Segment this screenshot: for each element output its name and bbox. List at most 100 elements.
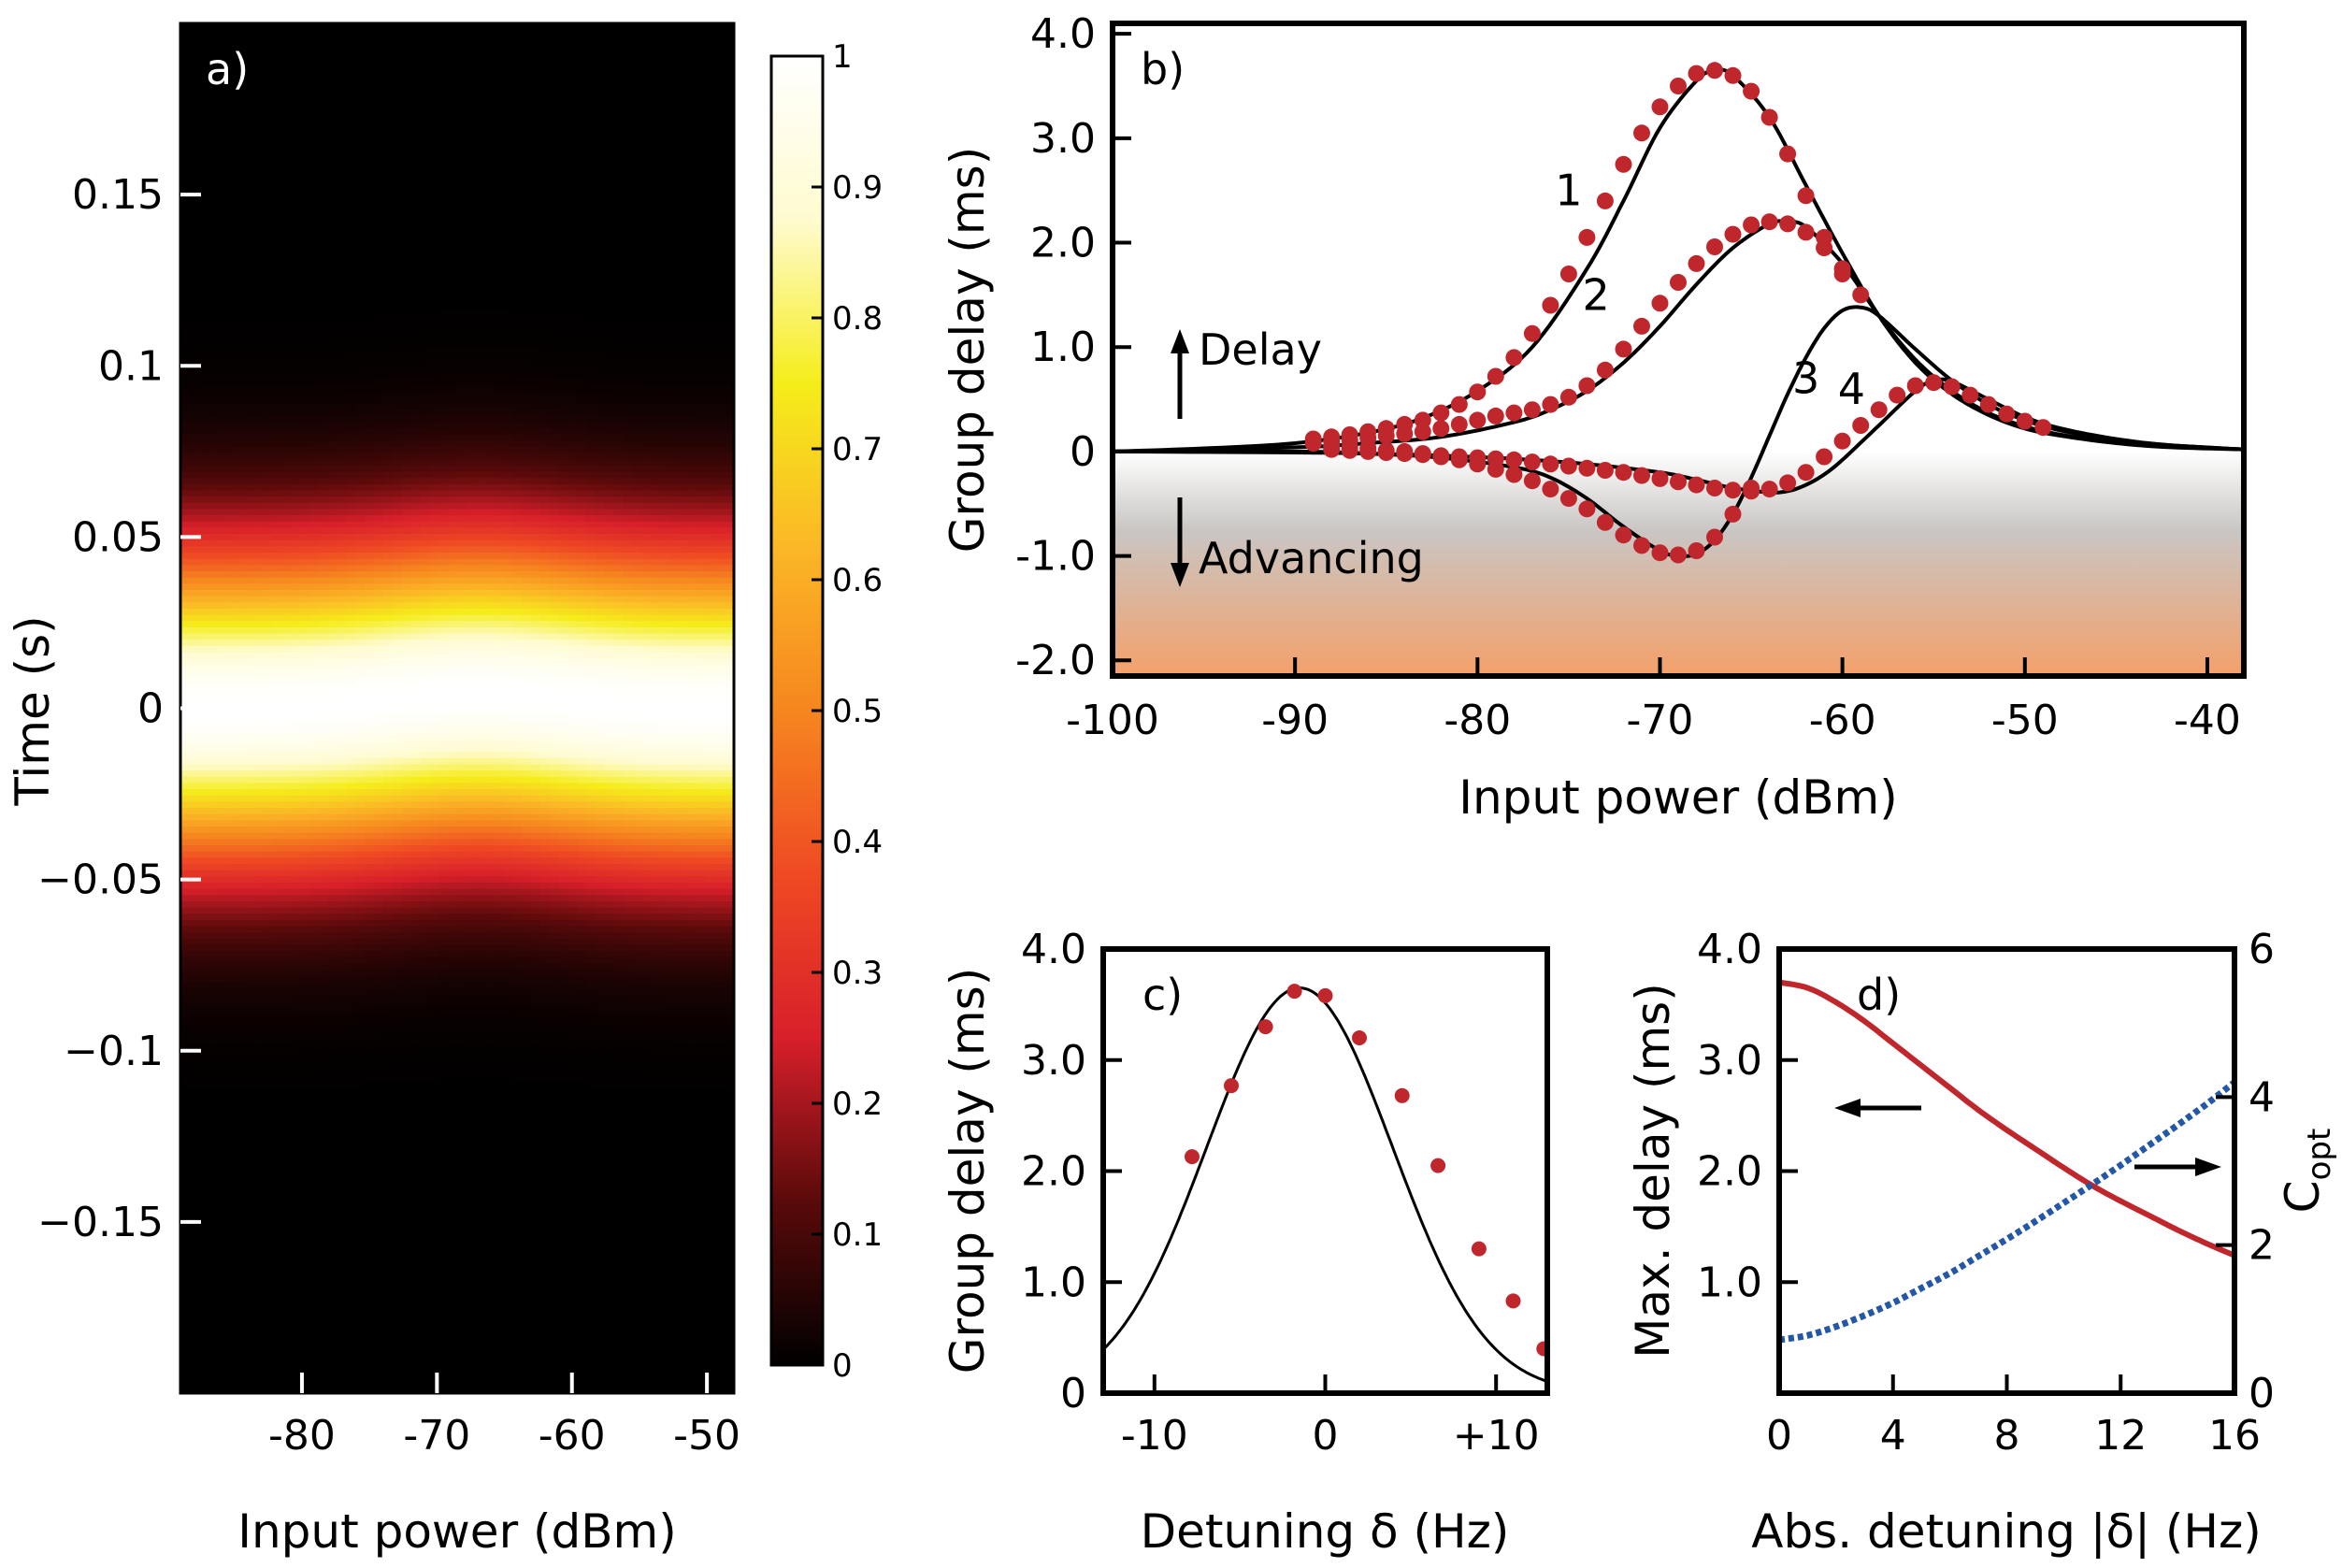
heatmap-cell	[263, 390, 274, 398]
heatmap-cell	[208, 764, 219, 771]
heatmap-cell	[309, 670, 320, 679]
heatmap-cell	[263, 359, 274, 367]
heatmap-cell	[355, 1349, 366, 1357]
heatmap-cell	[263, 645, 274, 654]
heatmap-cell	[217, 440, 228, 448]
heatmap-cell	[327, 478, 338, 485]
heatmap-cell	[253, 683, 265, 691]
heatmap-cell	[346, 1249, 357, 1258]
heatmap-cell	[355, 1274, 366, 1282]
heatmap-cell	[245, 427, 255, 436]
heatmap-cell	[272, 577, 283, 585]
heatmap-cell	[281, 1331, 293, 1338]
heatmap-cell	[217, 683, 228, 691]
heatmap-cell	[327, 845, 338, 853]
heatmap-cell	[226, 23, 237, 31]
heatmap-cell	[383, 589, 394, 597]
heatmap-cell	[236, 596, 246, 604]
heatmap-cell	[245, 1343, 255, 1351]
heatmap-cell	[346, 378, 357, 386]
heatmap-cell	[365, 596, 375, 604]
heatmap-cell	[208, 253, 219, 261]
heatmap-cell	[180, 827, 191, 834]
heatmap-cell	[236, 720, 246, 728]
heatmap-cell	[300, 390, 310, 398]
heatmap-cell	[346, 1387, 357, 1394]
heatmap-cell	[319, 116, 329, 124]
heatmap-cell	[180, 658, 191, 666]
heatmap-cell	[245, 714, 255, 722]
heatmap-cell	[253, 1225, 265, 1232]
heatmap-cell	[198, 459, 209, 467]
heatmap-cell	[253, 253, 265, 261]
heatmap-cell	[281, 247, 293, 255]
heatmap-cell	[337, 938, 348, 946]
heatmap-cell	[309, 913, 320, 921]
heatmap-cell	[272, 614, 283, 623]
heatmap-cell	[346, 73, 357, 80]
heatmap-cell	[346, 352, 357, 361]
heatmap-cell	[245, 478, 255, 485]
heatmap-cell	[180, 1082, 191, 1089]
heatmap-cell	[189, 36, 200, 43]
heatmap-cell	[383, 384, 394, 392]
heatmap-cell	[309, 553, 320, 560]
heatmap-cell	[281, 1069, 293, 1077]
heatmap-cell	[383, 521, 394, 529]
heatmap-cell	[272, 415, 283, 423]
heatmap-cell	[309, 857, 320, 865]
heatmap-cell	[291, 658, 302, 666]
heatmap-cell	[365, 608, 375, 616]
heatmap-cell	[300, 895, 310, 902]
heatmap-cell	[281, 900, 293, 909]
heatmap-cell	[291, 1019, 302, 1027]
heatmap-cell	[180, 409, 191, 417]
heatmap-cell	[319, 783, 329, 790]
heatmap-cell	[346, 241, 357, 249]
heatmap-cell	[253, 839, 265, 846]
heatmap-cell	[180, 48, 191, 56]
heatmap-cell	[291, 291, 302, 298]
heatmap-cell	[189, 141, 200, 149]
heatmap-cell	[383, 478, 394, 485]
heatmap-cell	[180, 1274, 191, 1282]
heatmap-cell	[263, 708, 274, 715]
heatmap-cell	[217, 1181, 228, 1189]
heatmap-cell	[374, 1331, 384, 1338]
heatmap-cell	[236, 1268, 246, 1276]
heatmap-cell	[327, 733, 338, 741]
heatmap-cell	[291, 994, 302, 1002]
heatmap-cell	[245, 490, 255, 497]
heatmap-cell	[189, 1212, 200, 1220]
heatmap-cell	[263, 944, 274, 953]
heatmap-cell	[180, 970, 191, 977]
heatmap-cell	[346, 1300, 357, 1307]
heatmap-cell	[383, 970, 394, 977]
heatmap-cell	[309, 291, 320, 298]
heatmap-cell	[189, 521, 200, 529]
heatmap-cell	[198, 1131, 209, 1139]
heatmap-cell	[245, 932, 255, 940]
heatmap-cell	[245, 577, 255, 585]
heatmap-cell	[327, 73, 338, 80]
heatmap-cell	[346, 907, 357, 915]
heatmap-cell	[180, 720, 191, 728]
heatmap-cell	[245, 739, 255, 747]
heatmap-cell	[217, 1026, 228, 1033]
heatmap-cell	[217, 515, 228, 523]
heatmap-cell	[346, 708, 357, 715]
heatmap-cell	[281, 1256, 293, 1263]
heatmap-cell	[346, 1150, 357, 1158]
heatmap-cell	[253, 1200, 265, 1208]
heatmap-cell	[281, 427, 293, 436]
heatmap-cell	[217, 322, 228, 330]
heatmap-cell	[374, 783, 384, 790]
heatmap-cell	[346, 621, 357, 628]
heatmap-cell	[180, 645, 191, 654]
heatmap-cell	[245, 279, 255, 286]
heatmap-cell	[281, 260, 293, 267]
heatmap-cell	[346, 1293, 357, 1301]
heatmap-cell	[226, 440, 237, 448]
heatmap-cell	[383, 48, 394, 56]
heatmap-cell	[355, 303, 366, 311]
